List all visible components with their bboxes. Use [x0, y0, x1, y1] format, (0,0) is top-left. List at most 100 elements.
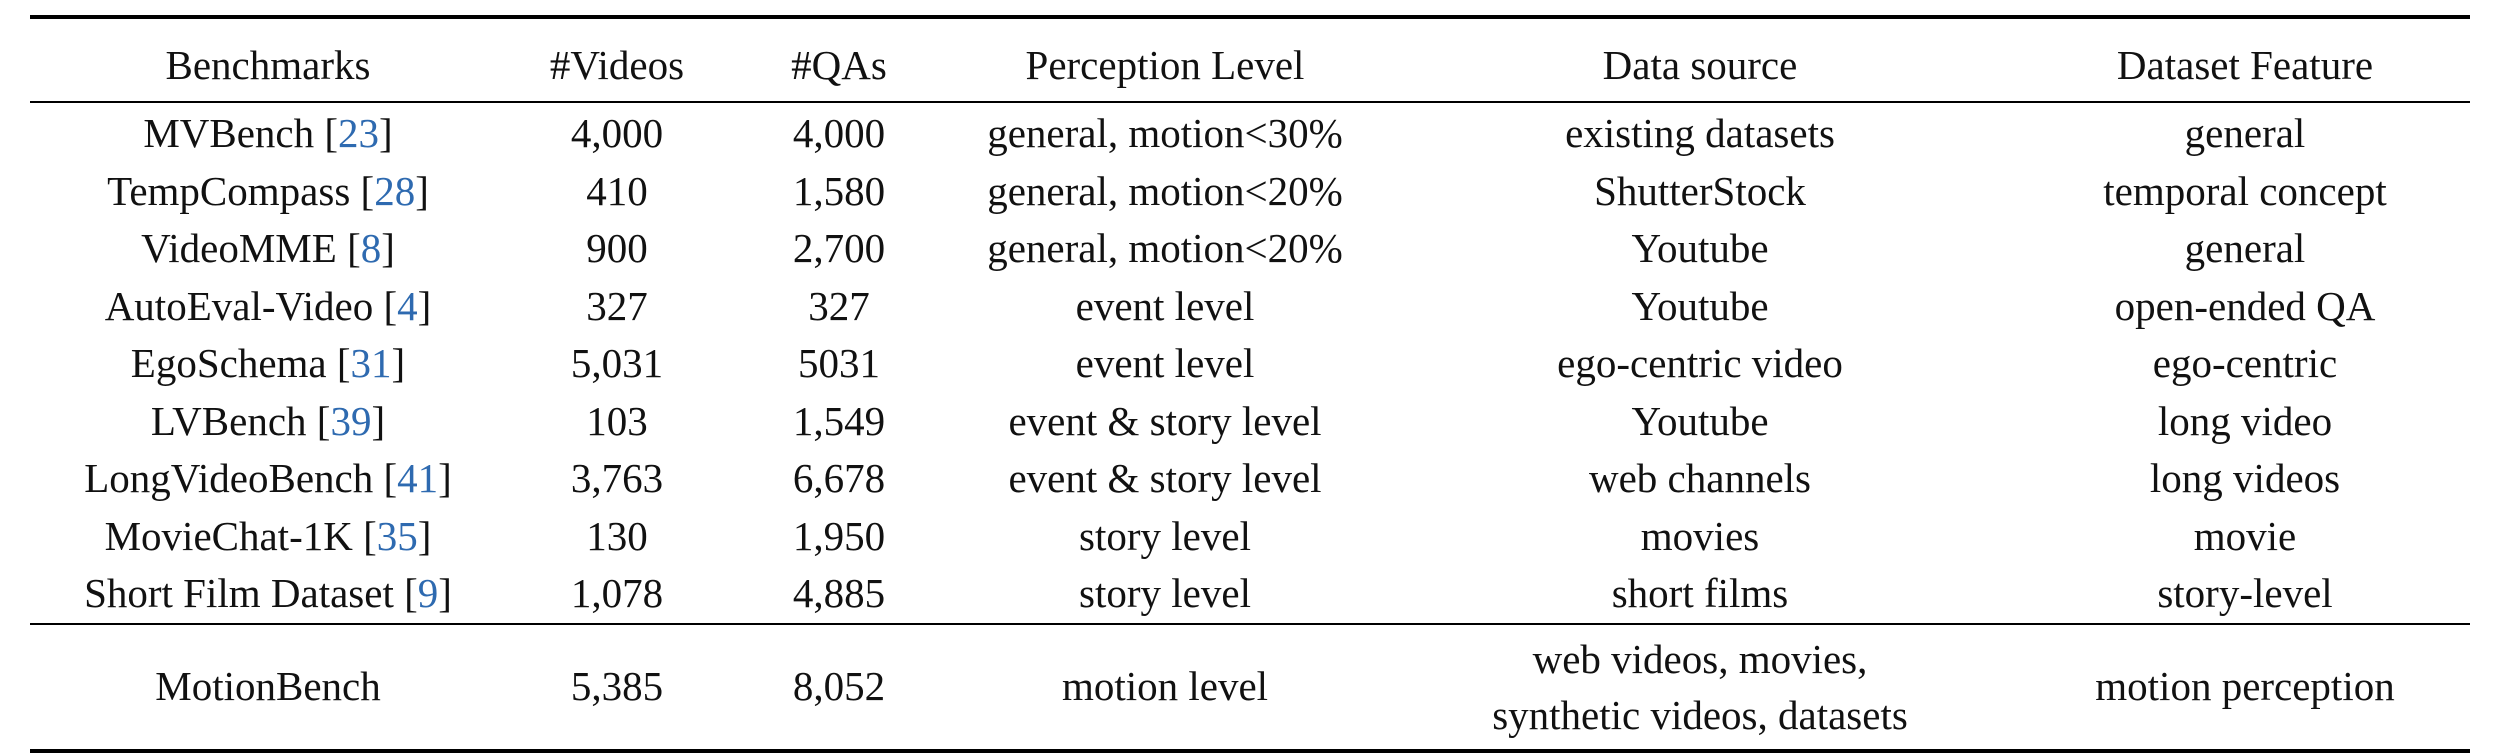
- citation-close-bracket: ]: [379, 110, 393, 157]
- ours-body: MotionBench 5,385 8,052 motion level web…: [30, 623, 2470, 751]
- data-source: Youtube: [1631, 225, 1769, 272]
- dataset-feature: ego-centric: [2152, 340, 2338, 387]
- benchmark-cell: MovieChat-1K [35]: [30, 508, 506, 566]
- dataset-feature: long video: [2157, 397, 2333, 444]
- benchmark-cell: VideoMME [8]: [30, 220, 506, 278]
- perception-level: general, motion<30%: [987, 110, 1343, 157]
- perception-level: motion level: [1061, 663, 1269, 709]
- table-row: MVBench [23] 4,000 4,000 general, motion<30…: [30, 102, 2470, 163]
- dataset-feature: open-ended QA: [2114, 282, 2376, 329]
- qa-count: 4,000: [792, 110, 886, 157]
- header-data-source: Data source: [1602, 41, 1798, 88]
- dataset-feature: temporal concept: [2103, 167, 2387, 214]
- perception-level: story level: [1079, 570, 1251, 617]
- qa-count: 6,678: [792, 455, 886, 502]
- citation-close-bracket: ]: [438, 570, 452, 617]
- video-count: 103: [586, 397, 648, 444]
- benchmark-name: LVBench: [150, 397, 307, 444]
- data-source: Youtube: [1631, 397, 1769, 444]
- benchmark-name: AutoEval-Video: [104, 282, 374, 329]
- citation-open-bracket: [: [383, 455, 398, 502]
- video-count: 5,031: [570, 340, 664, 387]
- citation-link[interactable]: 8: [360, 225, 382, 272]
- data-source: ego-centric video: [1557, 340, 1843, 387]
- citation-space: [350, 168, 360, 214]
- citation-link[interactable]: 28: [374, 167, 416, 214]
- citation-open-bracket: [: [383, 282, 398, 329]
- dataset-feature: general: [2184, 225, 2306, 272]
- data-source: Youtube: [1631, 282, 1769, 329]
- perception-level: event level: [1075, 340, 1255, 387]
- data-source: short films: [1611, 570, 1789, 617]
- perception-level: general, motion<20%: [987, 167, 1343, 214]
- benchmark-name: MVBench: [143, 110, 315, 157]
- benchmark-cell: LVBench [39]: [30, 393, 506, 451]
- benchmark-cell: TempCompass [28]: [30, 163, 506, 221]
- video-count: 5,385: [570, 663, 664, 709]
- table-row: VideoMME [8] 900 2,700 general, motion<20% Y…: [30, 220, 2470, 278]
- benchmark-name: EgoSchema: [130, 340, 327, 387]
- citation-space: [373, 283, 383, 329]
- benchmark-cell: AutoEval-Video [4]: [30, 278, 506, 336]
- qa-count: 8,052: [792, 663, 886, 709]
- dataset-feature: long videos: [2149, 455, 2341, 502]
- citation-close-bracket: ]: [391, 340, 406, 387]
- citation-link[interactable]: 9: [417, 570, 439, 617]
- table-body: MVBench [23] 4,000 4,000 general, motion<30…: [30, 102, 2470, 624]
- data-source: ShutterStock: [1594, 167, 1806, 214]
- video-count: 327: [586, 282, 648, 329]
- header-row: Benchmarks #Videos #QAs Perception Level…: [30, 17, 2470, 102]
- perception-level: general, motion<20%: [987, 225, 1343, 272]
- data-source: web channels: [1589, 455, 1811, 502]
- citation-link[interactable]: 39: [330, 397, 372, 444]
- citation-close-bracket: ]: [415, 167, 429, 214]
- benchmark-cell: LongVideoBench [41]: [30, 450, 506, 508]
- video-count: 4,000: [570, 110, 664, 157]
- benchmark-cell: MVBench [23]: [30, 102, 506, 163]
- citation-link[interactable]: 41: [397, 455, 439, 502]
- table-row: LongVideoBench [41] 3,763 6,678 event & sto…: [30, 450, 2470, 508]
- citation-link[interactable]: 4: [397, 282, 418, 329]
- benchmark-cell: EgoSchema [31]: [30, 335, 506, 393]
- dataset-feature: story-level: [2157, 570, 2333, 617]
- citation-space: [353, 513, 363, 559]
- perception-level: event & story level: [1008, 455, 1322, 502]
- citation-link[interactable]: 35: [376, 512, 418, 559]
- citation-space: [314, 110, 324, 156]
- citation-open-bracket: [: [363, 512, 377, 559]
- table-row: TempCompass [28] 410 1,580 general, motion<…: [30, 163, 2470, 221]
- citation-close-bracket: ]: [438, 455, 452, 502]
- citation-link[interactable]: 31: [350, 340, 392, 387]
- benchmark-name: MovieChat-1K: [104, 512, 353, 559]
- table-row: LVBench [39] 103 1,549 event & story level Y…: [30, 393, 2470, 451]
- citation-space: [394, 570, 404, 616]
- data-source-line-2: synthetic videos, datasets: [1492, 691, 1908, 738]
- perception-level: event & story level: [1008, 397, 1322, 444]
- table-row-motionbench: MotionBench 5,385 8,052 motion level web…: [30, 623, 2470, 751]
- video-count: 900: [586, 225, 648, 272]
- citation-space: [327, 340, 337, 386]
- perception-level: story level: [1079, 512, 1251, 559]
- video-count: 3,763: [570, 455, 664, 502]
- data-source-line-1: web videos, movies,: [1532, 635, 1868, 682]
- benchmark-name: LongVideoBench: [84, 455, 374, 502]
- benchmark-cell: Short Film Dataset [9]: [30, 565, 506, 624]
- video-count: 410: [586, 167, 648, 214]
- header-videos: #Videos: [549, 41, 685, 88]
- qa-count: 4,885: [792, 570, 886, 617]
- header-qas: #QAs: [791, 41, 887, 88]
- table-row: Short Film Dataset [9] 1,078 4,885 story le…: [30, 565, 2470, 624]
- citation-space: [373, 455, 383, 501]
- citation-open-bracket: [: [404, 570, 418, 617]
- citation-close-bracket: ]: [371, 397, 386, 444]
- data-source: movies: [1640, 512, 1760, 559]
- dataset-feature: general: [2184, 110, 2306, 157]
- benchmark-name: TempCompass: [107, 167, 351, 214]
- qa-count: 5031: [798, 340, 880, 387]
- qa-count: 2,700: [792, 225, 886, 272]
- dataset-feature: motion perception: [2095, 663, 2395, 709]
- citation-open-bracket: [: [316, 397, 331, 444]
- citation-link[interactable]: 23: [338, 110, 380, 157]
- header-benchmarks: Benchmarks: [165, 41, 371, 88]
- citation-close-bracket: ]: [381, 225, 395, 272]
